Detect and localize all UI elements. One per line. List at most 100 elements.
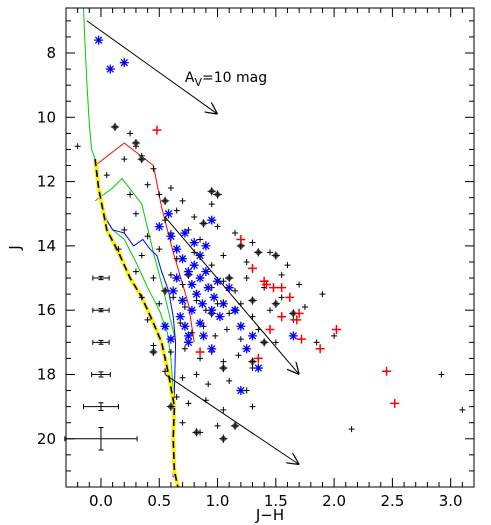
data-point-0-7: [127, 191, 134, 198]
data-point-0-27: [156, 246, 163, 253]
data-point-3-2: [248, 263, 258, 273]
data-point-3-7: [285, 292, 295, 302]
data-point-2-2: [119, 58, 129, 68]
data-point-3-1: [236, 234, 246, 244]
data-point-0-25: [115, 246, 122, 253]
isochrone-curve-2: [94, 142, 195, 343]
data-point-1-5-cross: [213, 190, 222, 199]
data-point-1-19-cross: [219, 363, 228, 373]
data-point-2-15: [203, 283, 213, 293]
data-point-2-0: [94, 35, 104, 45]
data-point-2-37: [230, 305, 240, 315]
data-point-2-45: [164, 209, 174, 219]
data-point-0-9: [156, 191, 163, 198]
data-point-3-12: [296, 334, 306, 344]
error-bar-3: [91, 371, 111, 378]
data-point-0-62: [188, 329, 195, 336]
data-point-2-21: [178, 296, 188, 306]
data-point-0-29: [191, 249, 198, 256]
data-point-0-37: [167, 271, 174, 278]
error-bar-1: [92, 307, 110, 313]
data-point-0-96: [301, 303, 308, 310]
data-point-0-30: [208, 262, 215, 269]
data-point-1-4-cross: [207, 187, 216, 196]
main-sequence-dashed: [94, 159, 179, 487]
data-point-0-78: [179, 374, 186, 381]
data-point-0-48: [156, 300, 163, 307]
data-point-0-88: [179, 419, 186, 426]
data-point-1-0-cross: [110, 122, 120, 132]
x-tick-label-1: 0.5: [147, 492, 171, 510]
data-point-2-41: [253, 363, 263, 373]
data-point-0-91: [348, 426, 355, 433]
data-point-0-68: [272, 339, 279, 346]
data-point-0-13: [162, 217, 169, 224]
x-tick-label-4: 2.0: [322, 492, 346, 510]
data-point-2-34: [201, 241, 211, 251]
data-point-2-1: [105, 64, 115, 74]
data-point-0-81: [226, 377, 233, 384]
data-point-2-22: [175, 312, 185, 322]
data-point-0-94: [313, 339, 320, 346]
data-point-0-0: [74, 143, 81, 150]
data-point-2-42: [288, 331, 298, 341]
data-point-0-57: [267, 307, 273, 314]
y-tick-label-3: 14: [37, 237, 56, 255]
isochrone-curve-0: [83, 8, 174, 471]
data-point-0-65: [223, 326, 230, 333]
data-point-2-14: [201, 267, 211, 277]
data-point-0-20: [185, 226, 192, 233]
data-point-0-90: [214, 422, 221, 429]
x-tick-label-5: 2.5: [380, 492, 404, 510]
data-point-2-44: [183, 331, 193, 341]
data-point-2-19: [215, 312, 225, 322]
x-tick-label-3: 1.5: [264, 492, 288, 510]
data-point-0-43: [243, 275, 250, 282]
data-point-0-69: [150, 342, 157, 349]
data-point-2-18: [213, 276, 223, 286]
data-point-0-79: [193, 371, 200, 378]
x-axis-title: J−H: [255, 506, 284, 524]
data-point-0-97: [278, 271, 285, 278]
data-point-0-36: [150, 275, 157, 282]
reddening-vector-0: [86, 20, 218, 114]
data-point-2-23: [180, 321, 190, 331]
data-point-3-9: [292, 315, 302, 325]
data-point-2-39: [248, 331, 258, 341]
reddening-vector-1: [164, 216, 299, 375]
data-point-2-25: [195, 318, 205, 328]
y-tick-label-5: 18: [37, 365, 56, 383]
data-point-2-31: [172, 273, 182, 283]
data-point-0-98: [319, 291, 326, 298]
data-point-1-20-cross: [230, 421, 240, 431]
error-bar-5: [64, 427, 138, 451]
av-annotation-sub: V: [194, 76, 202, 89]
data-point-2-30: [160, 321, 170, 331]
data-point-2-13: [197, 299, 207, 309]
data-point-3-11: [265, 324, 275, 334]
y-axis-title: J: [6, 245, 24, 250]
data-point-0-23: [232, 230, 239, 237]
data-point-2-3: [154, 222, 164, 232]
data-point-2-43: [236, 386, 246, 396]
data-point-2-33: [195, 251, 205, 261]
x-tick-label-6: 3.0: [439, 492, 463, 510]
data-point-1-18-cross: [248, 357, 257, 366]
data-point-0-12: [132, 210, 139, 217]
data-point-1-21-cross: [192, 428, 201, 437]
y-tick-label-1: 10: [37, 108, 56, 126]
av-annotation: AV=10 mag: [185, 70, 267, 89]
data-point-1-11-cross: [225, 273, 234, 283]
data-point-0-77: [162, 368, 169, 375]
reddening-vector-layer: [86, 20, 299, 465]
data-point-0-64: [212, 332, 219, 339]
isochrone-layer: [83, 8, 195, 487]
data-point-0-18: [144, 233, 151, 240]
data-point-0-17: [121, 226, 128, 233]
av-annotation-main: A: [185, 70, 195, 86]
data-point-0-47: [138, 294, 145, 301]
isochrone-curve-3: [95, 159, 177, 478]
data-point-0-24: [249, 239, 256, 246]
data-point-1-22-cross: [219, 434, 228, 443]
data-point-0-5: [150, 165, 157, 172]
